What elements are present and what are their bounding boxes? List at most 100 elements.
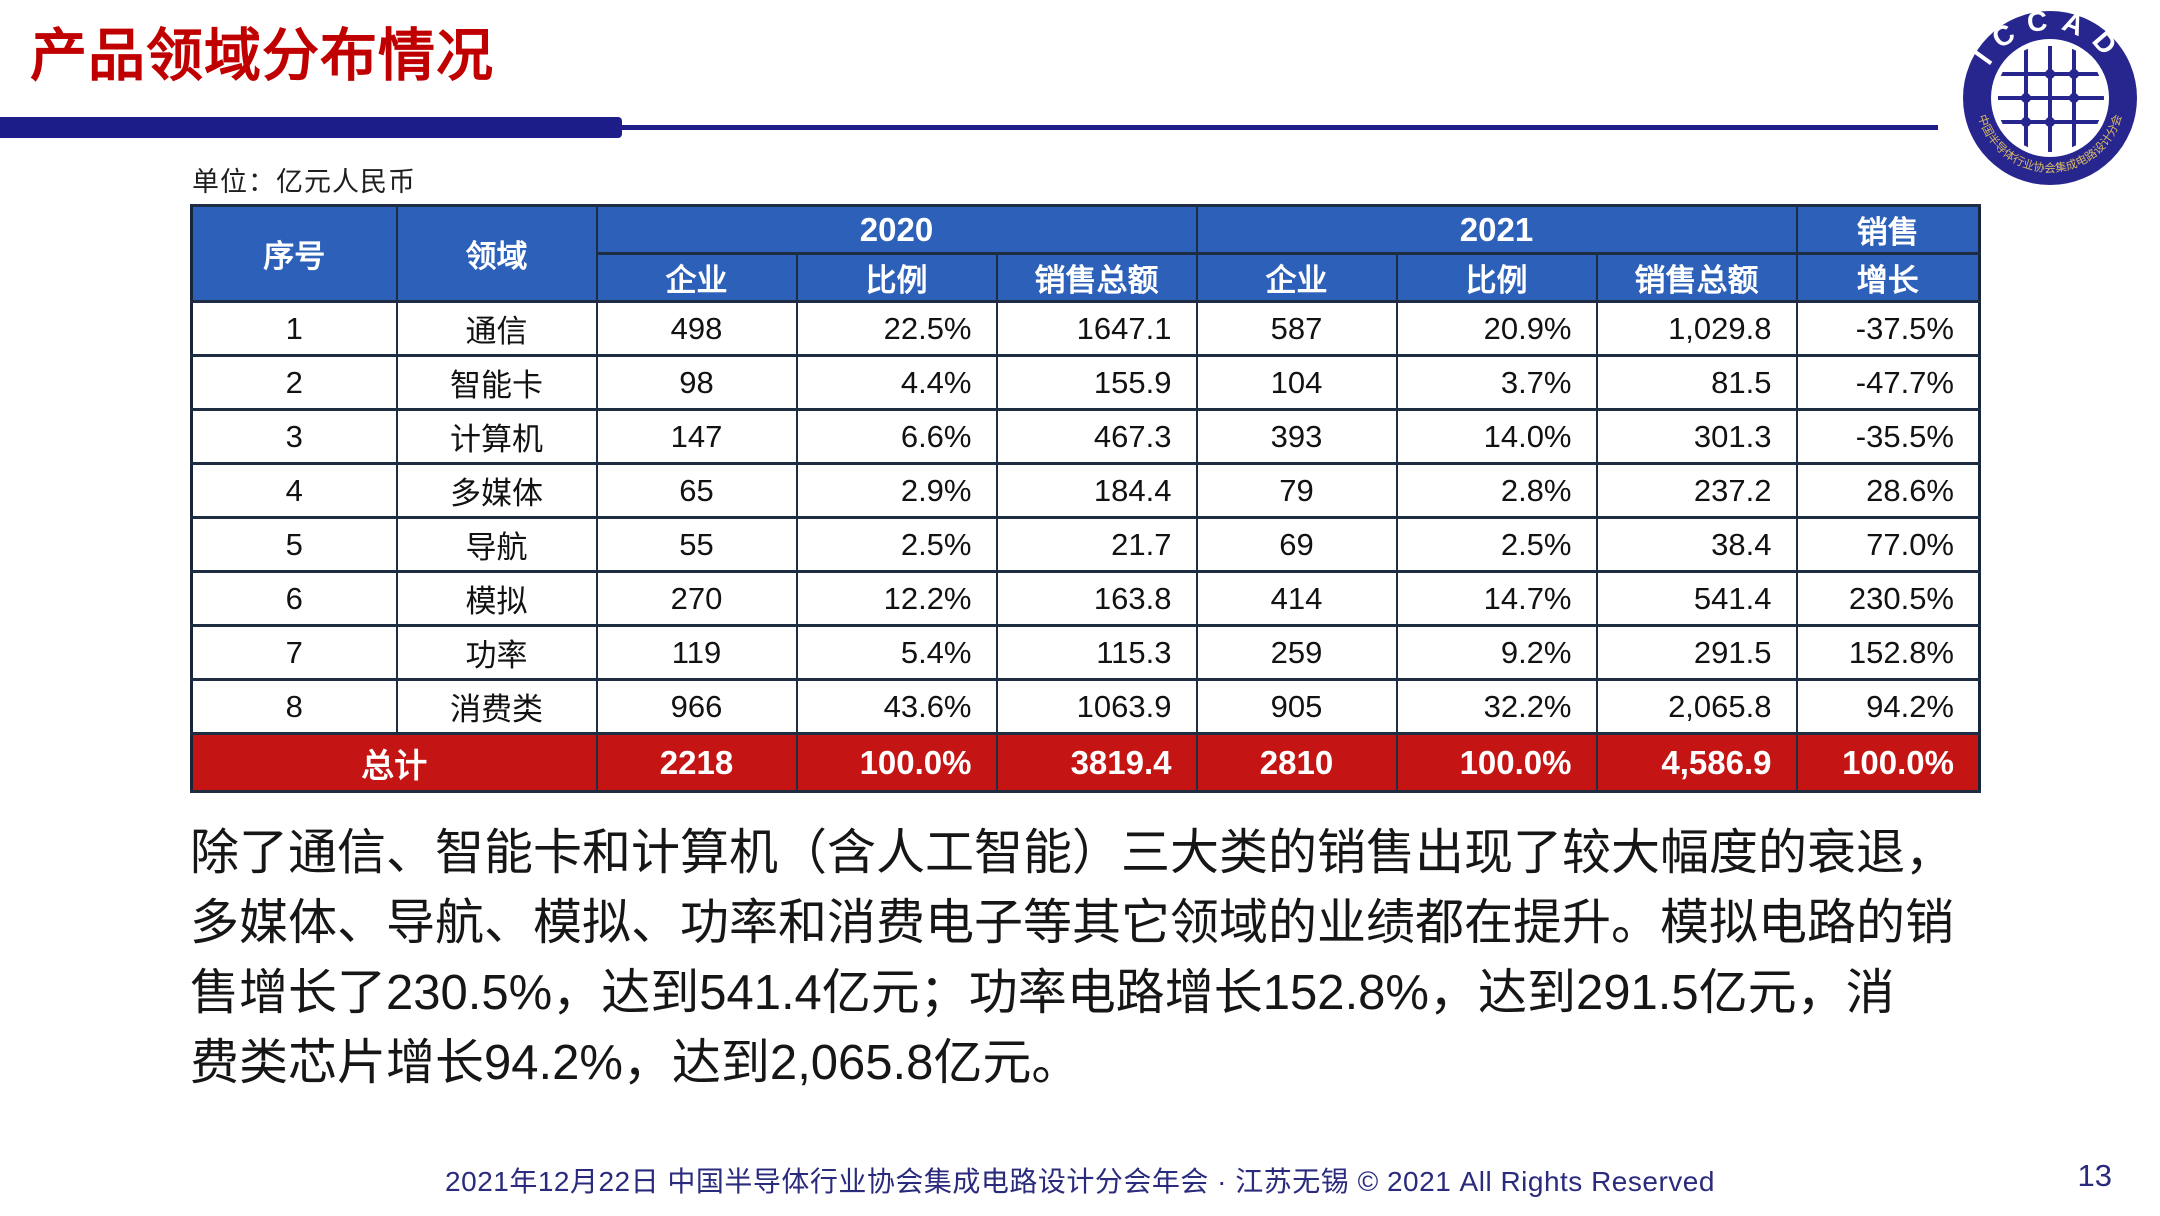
header-enterprise-2021: 企业 <box>1195 252 1398 303</box>
cell-sales-2020: 115.3 <box>995 624 1198 681</box>
cell-ratio-2021: 32.2% <box>1395 678 1598 735</box>
cell-ratio-2020: 12.2% <box>795 570 998 627</box>
cell-ratio-2021: 2.5% <box>1395 516 1598 573</box>
header-domain: 领域 <box>395 204 598 303</box>
cell-no: 3 <box>190 408 398 465</box>
cell-enterprise-2021: 79 <box>1195 462 1398 519</box>
cell-enterprise-2021: 259 <box>1195 624 1398 681</box>
cell-no: 1 <box>190 300 398 357</box>
cell-enterprise-2020: 270 <box>595 570 798 627</box>
header-year-2020: 2020 <box>595 204 1198 255</box>
table-container: 序号 领域 2020 2021 销售 企业 比例 销售总额 企业 比例 销售总额… <box>190 204 1981 793</box>
cell-growth: -35.5% <box>1795 408 1981 465</box>
cell-no: 5 <box>190 516 398 573</box>
cell-enterprise-2021: 587 <box>1195 300 1398 357</box>
header-growth-line1: 销售 <box>1795 204 1981 255</box>
cell-sales-2021: 38.4 <box>1595 516 1798 573</box>
circuit-node-dots <box>2021 69 2079 127</box>
cell-ratio-2021: 14.7% <box>1395 570 1598 627</box>
cell-ratio-2021: 9.2% <box>1395 624 1598 681</box>
total-growth: 100.0% <box>1795 732 1981 793</box>
cell-domain: 通信 <box>395 300 598 357</box>
total-enterprise-2021: 2810 <box>1195 732 1398 793</box>
table-row: 1 通信 498 22.5% 1647.1 587 20.9% 1,029.8 … <box>190 300 1981 357</box>
cell-growth: -47.7% <box>1795 354 1981 411</box>
cell-sales-2020: 163.8 <box>995 570 1198 627</box>
cell-no: 6 <box>190 570 398 627</box>
header-year-2021: 2021 <box>1195 204 1798 255</box>
cell-domain: 功率 <box>395 624 598 681</box>
cell-sales-2020: 1647.1 <box>995 300 1198 357</box>
paragraph-line: 售增长了230.5%，达到541.4亿元；功率电路增长152.8%，达到291.… <box>190 966 1895 1020</box>
total-ratio-2021: 100.0% <box>1395 732 1598 793</box>
table-row: 2 智能卡 98 4.4% 155.9 104 3.7% 81.5 -47.7% <box>190 354 1981 411</box>
table-row: 4 多媒体 65 2.9% 184.4 79 2.8% 237.2 28.6% <box>190 462 1981 519</box>
cell-domain: 智能卡 <box>395 354 598 411</box>
total-enterprise-2020: 2218 <box>595 732 798 793</box>
table-total-row: 总计 2218 100.0% 3819.4 2810 100.0% 4,586.… <box>190 732 1981 793</box>
cell-domain: 模拟 <box>395 570 598 627</box>
table-row: 3 计算机 147 6.6% 467.3 393 14.0% 301.3 -35… <box>190 408 1981 465</box>
cell-no: 8 <box>190 678 398 735</box>
total-ratio-2020: 100.0% <box>795 732 998 793</box>
table-row: 8 消费类 966 43.6% 1063.9 905 32.2% 2,065.8… <box>190 678 1981 735</box>
cell-ratio-2020: 22.5% <box>795 300 998 357</box>
title-divider-thick-bar <box>0 117 622 138</box>
cell-no: 2 <box>190 354 398 411</box>
cell-ratio-2021: 20.9% <box>1395 300 1598 357</box>
footer-credit: 2021年12月22日 中国半导体行业协会集成电路设计分会年会 · 江苏无锡 ©… <box>445 1166 1715 1197</box>
cell-domain: 计算机 <box>395 408 598 465</box>
cell-sales-2020: 21.7 <box>995 516 1198 573</box>
table-row: 5 导航 55 2.5% 21.7 69 2.5% 38.4 77.0% <box>190 516 1981 573</box>
cell-growth: -37.5% <box>1795 300 1981 357</box>
iccad-logo: ICCAD 中国半导体行业协会集成电路设计分会 <box>1963 10 2137 185</box>
cell-enterprise-2021: 69 <box>1195 516 1398 573</box>
cell-ratio-2020: 4.4% <box>795 354 998 411</box>
cell-growth: 230.5% <box>1795 570 1981 627</box>
cell-enterprise-2020: 498 <box>595 300 798 357</box>
cell-enterprise-2021: 104 <box>1195 354 1398 411</box>
paragraph-line: 费类芯片增长94.2%，达到2,065.8亿元。 <box>190 1036 1081 1090</box>
cell-enterprise-2020: 119 <box>595 624 798 681</box>
cell-ratio-2020: 6.6% <box>795 408 998 465</box>
cell-sales-2021: 1,029.8 <box>1595 300 1798 357</box>
body-paragraph: 除了通信、智能卡和计算机（含人工智能）三大类的销售出现了较大幅度的衰退， 多媒体… <box>190 818 1954 1098</box>
table-row: 7 功率 119 5.4% 115.3 259 9.2% 291.5 152.8… <box>190 624 1981 681</box>
cell-domain: 导航 <box>395 516 598 573</box>
cell-domain: 多媒体 <box>395 462 598 519</box>
cell-enterprise-2020: 98 <box>595 354 798 411</box>
cell-no: 4 <box>190 462 398 519</box>
cell-enterprise-2020: 55 <box>595 516 798 573</box>
cell-no: 7 <box>190 624 398 681</box>
cell-growth: 77.0% <box>1795 516 1981 573</box>
cell-sales-2021: 291.5 <box>1595 624 1798 681</box>
cell-enterprise-2021: 393 <box>1195 408 1398 465</box>
cell-enterprise-2020: 966 <box>595 678 798 735</box>
total-sales-2021: 4,586.9 <box>1595 732 1798 793</box>
header-ratio-2020: 比例 <box>795 252 998 303</box>
header-no: 序号 <box>190 204 398 303</box>
page-title: 产品领域分布情况 <box>30 24 494 88</box>
cell-enterprise-2021: 905 <box>1195 678 1398 735</box>
cell-enterprise-2021: 414 <box>1195 570 1398 627</box>
header-ratio-2021: 比例 <box>1395 252 1598 303</box>
cell-sales-2021: 541.4 <box>1595 570 1798 627</box>
cell-growth: 28.6% <box>1795 462 1981 519</box>
cell-ratio-2021: 14.0% <box>1395 408 1598 465</box>
header-growth-line2: 增长 <box>1795 252 1981 303</box>
cell-sales-2021: 237.2 <box>1595 462 1798 519</box>
cell-ratio-2020: 2.9% <box>795 462 998 519</box>
cell-sales-2020: 184.4 <box>995 462 1198 519</box>
cell-ratio-2020: 43.6% <box>795 678 998 735</box>
paragraph-line: 多媒体、导航、模拟、功率和消费电子等其它领域的业绩都在提升。模拟电路的销 <box>190 896 1955 950</box>
title-divider-thin-line <box>620 125 1938 130</box>
cell-domain: 消费类 <box>395 678 598 735</box>
paragraph-line: 除了通信、智能卡和计算机（含人工智能）三大类的销售出现了较大幅度的衰退， <box>190 826 1955 880</box>
cell-ratio-2020: 2.5% <box>795 516 998 573</box>
table-row: 6 模拟 270 12.2% 163.8 414 14.7% 541.4 230… <box>190 570 1981 627</box>
product-domain-table: 序号 领域 2020 2021 销售 企业 比例 销售总额 企业 比例 销售总额… <box>190 204 1981 793</box>
cell-sales-2021: 2,065.8 <box>1595 678 1798 735</box>
cell-ratio-2020: 5.4% <box>795 624 998 681</box>
cell-ratio-2021: 3.7% <box>1395 354 1598 411</box>
